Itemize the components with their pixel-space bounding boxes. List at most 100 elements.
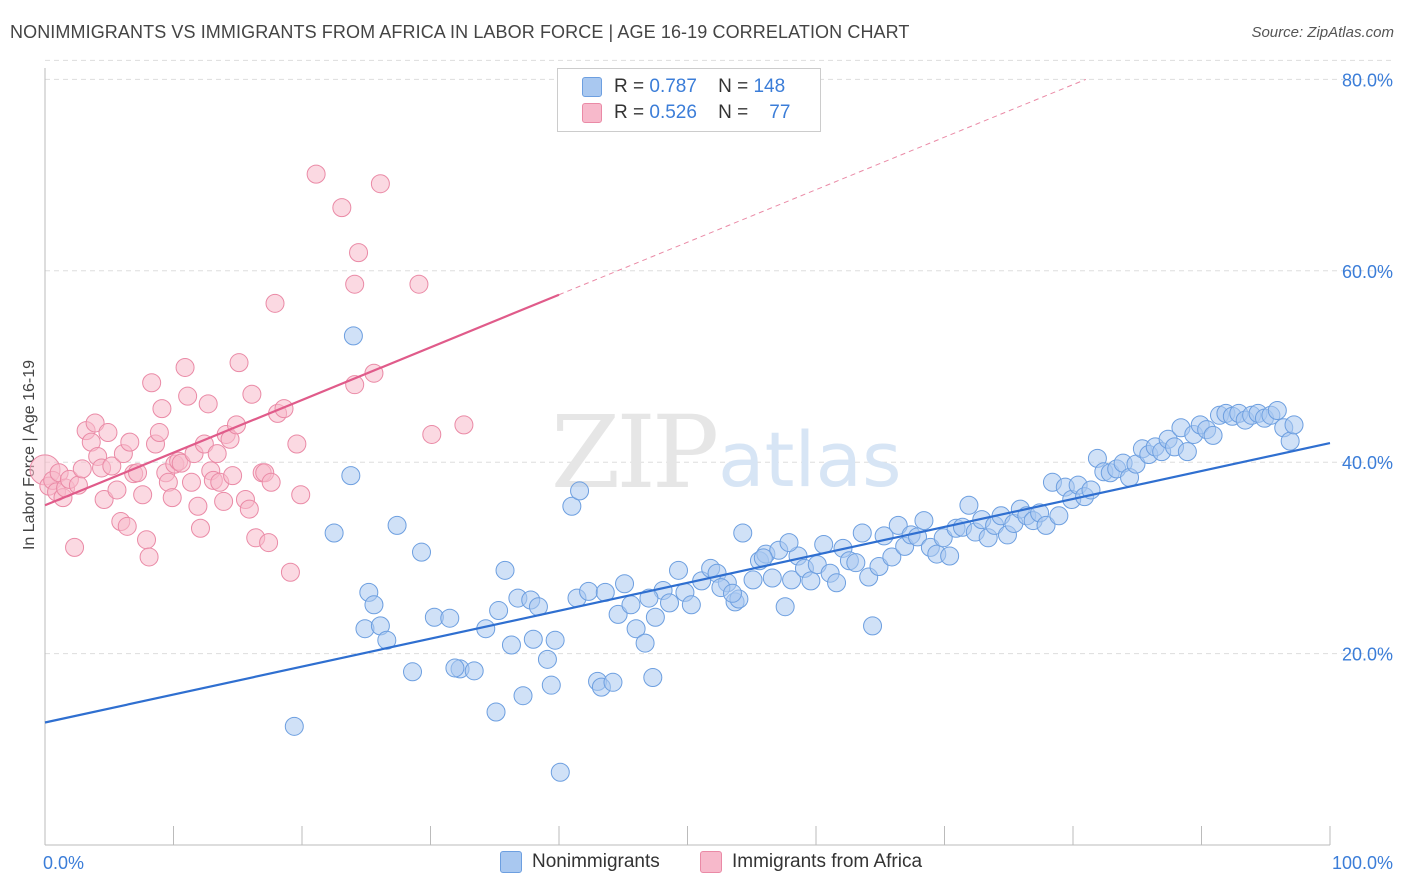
nonimmigrants-point	[324, 523, 344, 543]
watermark-atlas: atlas	[718, 415, 902, 504]
immigrants-point	[142, 373, 162, 393]
immigrants-point	[85, 413, 105, 433]
immigrants-point	[181, 472, 201, 492]
nonimmigrants-point	[762, 568, 782, 588]
nonimmigrants-point	[364, 595, 384, 615]
nonimmigrants-point	[852, 523, 872, 543]
nonimmigrants-point	[1177, 442, 1197, 462]
nonimmigrants-point	[639, 588, 659, 608]
nonimmigrants-point	[1049, 506, 1069, 526]
y-tick-label: 40.0%	[1342, 453, 1393, 473]
immigrants-point	[370, 174, 390, 194]
immigrants-point	[162, 488, 182, 508]
immigrants-point	[265, 293, 285, 313]
x-tick-label: 0.0%	[43, 853, 84, 873]
immigrants-point	[198, 394, 218, 414]
immigrants-point	[94, 490, 114, 510]
nonimmigrants-point	[615, 574, 635, 594]
nonimmigrants-point	[545, 630, 565, 650]
nonimmigrants-point	[562, 496, 582, 516]
immigrants-point	[188, 496, 208, 516]
nonimmigrants-point	[959, 495, 979, 515]
nonimmigrants-point	[403, 662, 423, 682]
nonimmigrants-point	[914, 511, 934, 531]
nonimmigrants-point	[779, 533, 799, 553]
immigrants-point	[422, 424, 442, 444]
nonimmigrants-point	[782, 570, 802, 590]
nonimmigrants-point	[579, 581, 599, 601]
n-value: 148	[753, 76, 786, 97]
legend-row-nonimmigrants: R = 0.787 N = 148	[582, 75, 785, 99]
immigrants-point	[137, 530, 157, 550]
nonimmigrants-point	[733, 523, 753, 543]
nonimmigrants-point	[888, 515, 908, 535]
immigrants-point	[242, 384, 262, 404]
nonimmigrants-point	[341, 466, 361, 486]
immigrants-point	[274, 399, 294, 419]
immigrants-point	[261, 472, 281, 492]
y-tick-label: 60.0%	[1342, 262, 1393, 282]
tick-labels: 20.0% 40.0% 60.0% 80.0% 0.0% 100.0%	[43, 70, 1393, 873]
immigrants-point	[345, 274, 365, 294]
nonimmigrants-point	[603, 672, 623, 692]
nonimmigrants-point	[343, 326, 363, 346]
legend-label: Nonimmigrants	[532, 851, 660, 872]
immigrants-point	[214, 491, 234, 511]
trend-lines	[44, 78, 1331, 724]
nonimmigrants-point	[681, 595, 701, 615]
nonimmigrants-point	[743, 570, 763, 590]
immigrants-trend-extension	[558, 78, 1087, 296]
nonimmigrants-point	[635, 633, 655, 653]
legend-swatch-blue	[582, 77, 602, 97]
nonimmigrants-point	[669, 560, 689, 580]
immigrants-trend-line	[44, 293, 560, 507]
immigrants-point	[102, 456, 122, 476]
immigrants-point	[223, 466, 243, 486]
r-value: 0.787	[649, 76, 697, 97]
immigrants-point	[178, 386, 198, 406]
nonimmigrants-point	[827, 573, 847, 593]
nonimmigrants-point	[464, 661, 484, 681]
nonimmigrants-point	[869, 557, 889, 577]
n-label: N =	[718, 76, 749, 97]
nonimmigrants-point	[1203, 425, 1223, 445]
immigrants-point	[454, 415, 474, 435]
immigrants-point	[349, 243, 369, 263]
nonimmigrants-point	[284, 716, 304, 736]
y-tick-label: 20.0%	[1342, 645, 1393, 665]
nonimmigrants-point	[489, 601, 509, 621]
nonimmigrants-point	[1036, 515, 1056, 535]
nonimmigrants-point	[933, 528, 953, 548]
immigrants-point	[409, 274, 429, 294]
nonimmigrants-point	[486, 702, 506, 722]
legend-label: Immigrants from Africa	[732, 851, 923, 872]
immigrants-point	[229, 353, 249, 373]
immigrants-point	[117, 516, 137, 536]
nonimmigrants-point	[550, 762, 570, 782]
nonimmigrants-points	[284, 326, 1304, 782]
legend-row-immigrants: R = 0.526 N = 77	[582, 101, 790, 125]
immigrants-point	[152, 399, 172, 419]
nonimmigrants-point	[523, 629, 543, 649]
nonimmigrants-point	[412, 542, 432, 562]
nonimmigrants-point	[645, 607, 665, 627]
immigrants-point	[107, 480, 127, 500]
nonimmigrants-point	[863, 616, 883, 636]
immigrants-point	[171, 453, 191, 473]
nonimmigrants-point	[660, 593, 680, 613]
nonimmigrants-point	[355, 619, 375, 639]
immigrants-point	[139, 547, 159, 567]
immigrants-point	[207, 444, 227, 464]
n-label: N =	[718, 102, 749, 123]
nonimmigrants-trend-line	[44, 441, 1331, 724]
nonimmigrants-point	[501, 635, 521, 655]
immigrants-point	[306, 164, 326, 184]
chart-title: NONIMMIGRANTS VS IMMIGRANTS FROM AFRICA …	[10, 22, 910, 42]
nonimmigrants-point	[940, 546, 960, 566]
nonimmigrants-point	[775, 597, 795, 617]
y-tick-label: 80.0%	[1342, 70, 1393, 90]
nonimmigrants-point	[537, 649, 557, 669]
immigrants-point	[120, 432, 140, 452]
nonimmigrants-point	[445, 658, 465, 678]
